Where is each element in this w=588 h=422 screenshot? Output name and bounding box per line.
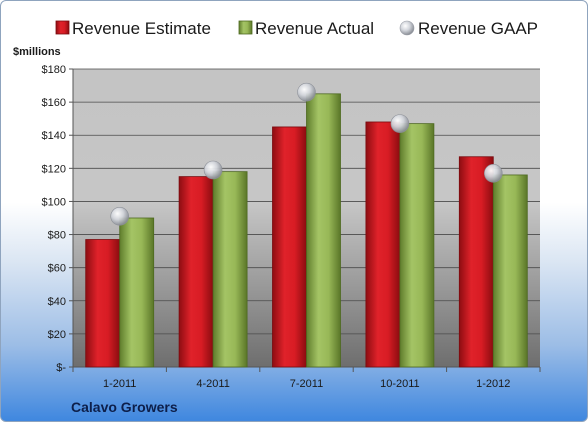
marker-revenue-gaap (203, 160, 223, 180)
bars (85, 93, 528, 368)
y-tick-label: $40 (48, 296, 66, 308)
y-tick-label: $60 (48, 263, 66, 275)
y-tick-label: $- (56, 362, 66, 374)
marker-revenue-gaap (297, 82, 316, 102)
bar-revenue-actual (212, 171, 248, 368)
y-tick-label: $20 (48, 329, 66, 341)
bar-revenue-estimate (365, 121, 401, 368)
legend-label-revenue-gaap: Revenue GAAP (418, 19, 538, 38)
bar-revenue-estimate (178, 176, 214, 368)
y-axis-unit-label: $millions (13, 46, 61, 58)
y-axis-ticks: $- $20 $40 $60 $80 $100 $120 $140 $160 $180 (42, 64, 74, 374)
legend-label-revenue-actual: Revenue Actual (255, 19, 374, 38)
bar-revenue-actual (399, 123, 435, 368)
x-tick-label: 7-2011 (290, 378, 323, 390)
y-tick-label: $80 (48, 230, 66, 242)
y-tick-label: $100 (42, 196, 66, 208)
marker-revenue-gaap (110, 207, 129, 226)
y-tick-label: $140 (42, 130, 66, 142)
x-tick-label: 4-2011 (196, 378, 229, 390)
bar-revenue-estimate (272, 126, 307, 368)
x-tick-label: 1-2011 (103, 378, 136, 390)
gaap-markers (110, 82, 503, 226)
marker-revenue-gaap (483, 164, 503, 183)
company-name: Calavo Growers (71, 399, 178, 415)
bar-revenue-actual (492, 174, 528, 368)
bar-revenue-estimate (458, 156, 494, 368)
bar-revenue-actual (119, 217, 155, 368)
y-tick-label: $160 (42, 97, 66, 109)
x-tick-label: 1-2012 (476, 378, 510, 390)
legend-swatch-revenue-estimate (55, 20, 70, 35)
y-tick-label: $180 (42, 64, 66, 76)
legend-label-revenue-estimate: Revenue Estimate (72, 19, 211, 38)
marker-revenue-gaap (390, 114, 410, 133)
legend-swatch-revenue-actual (238, 20, 253, 35)
x-tick-label: 10-2011 (380, 378, 420, 390)
bar-revenue-estimate (85, 239, 121, 368)
y-tick-label: $120 (42, 163, 66, 175)
legend: Revenue Estimate Revenue Actual Revenue … (55, 19, 538, 38)
bar-revenue-actual (306, 93, 341, 368)
legend-marker-revenue-gaap (399, 20, 415, 36)
x-axis-ticks: 1-2011 4-2011 7-2011 10-2011 1-2012 (72, 367, 541, 390)
